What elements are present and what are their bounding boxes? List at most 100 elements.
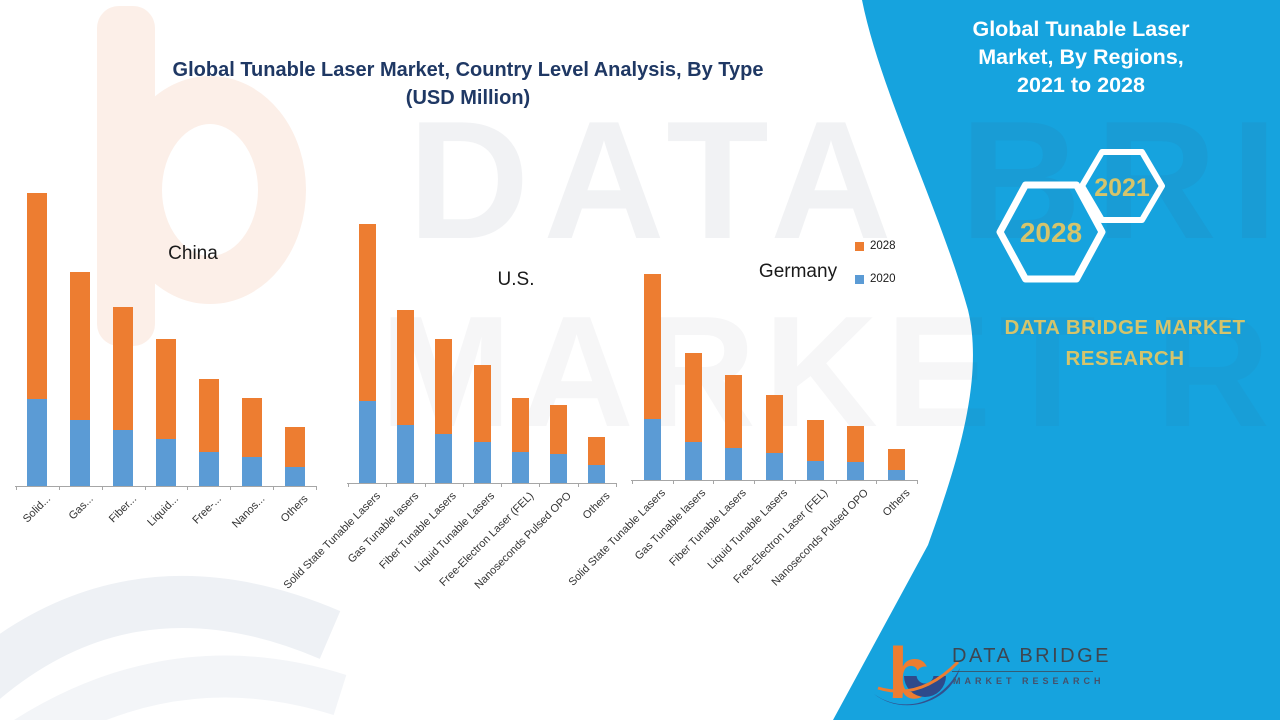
x-axis	[631, 480, 918, 481]
panel-title-line3: 2021 to 2028	[1017, 73, 1145, 97]
bar-2020-segment	[156, 439, 176, 486]
bar-2028-segment	[511, 398, 529, 452]
axis-tick	[144, 486, 146, 490]
x-axis-label: Liquid Tunable Lasers	[705, 487, 790, 572]
x-axis	[347, 483, 617, 484]
x-axis-label: Free-...	[190, 493, 225, 527]
axis-tick	[539, 483, 541, 487]
legend-label: 2020	[870, 273, 896, 285]
bar-2028-segment	[198, 379, 219, 452]
bar-2020-segment	[70, 420, 91, 486]
country-label-china: China	[168, 243, 218, 264]
x-axis-label: Gas Tunable lasers	[345, 490, 421, 566]
axis-tick	[230, 486, 232, 490]
country-label-germany: Germany	[758, 261, 838, 282]
bar-2020-segment	[766, 453, 783, 480]
bar-2028-segment	[156, 339, 176, 439]
bar-2028-segment	[396, 310, 414, 425]
bar-2028-segment	[725, 375, 743, 448]
bar-2028-segment	[241, 398, 262, 457]
bar-2020-segment	[284, 467, 305, 486]
axis-tick	[835, 480, 837, 484]
legend-swatch	[855, 275, 864, 284]
bar-2020-segment	[473, 442, 491, 483]
axis-tick	[917, 480, 918, 484]
x-axis-label: Others	[278, 493, 311, 525]
axis-tick	[58, 486, 60, 490]
axis-tick	[316, 486, 317, 490]
bar-2028-segment	[435, 339, 453, 434]
bar-2028-segment	[847, 426, 865, 462]
axis-tick	[16, 486, 17, 490]
axis-tick	[101, 486, 103, 490]
hexagon-2028-label: 2028	[1020, 217, 1082, 248]
bar-2020-segment	[847, 462, 865, 480]
chart-title-line2: (USD Million)	[405, 87, 531, 109]
legend-label: 2028	[870, 240, 896, 252]
legend-swatch	[855, 242, 864, 251]
panel-title: Global Tunable Laser Market, By Regions,…	[950, 15, 1212, 99]
bar-2020-segment	[643, 419, 661, 480]
bar-2028-segment	[588, 437, 606, 465]
axis-tick	[386, 483, 388, 487]
x-axis-label: Others	[880, 487, 913, 519]
bar-2020-segment	[241, 457, 262, 486]
bar-2020-segment	[358, 401, 376, 483]
bar-2028-segment	[113, 307, 134, 430]
axis-tick	[754, 480, 756, 484]
footer-brand-name: DATA BRIDGE	[952, 645, 1112, 667]
year-hexagons: 2028 2021	[996, 149, 1165, 283]
bar-2028-segment	[358, 224, 376, 401]
bar-2028-segment	[684, 353, 702, 442]
bar-2028-segment	[70, 272, 91, 420]
panel-title-line2: Market, By Regions,	[978, 45, 1184, 69]
bar-2028-segment	[473, 365, 491, 442]
footer-logo-b-icon: b	[874, 634, 960, 714]
bar-2028-segment	[766, 395, 783, 453]
bar-2020-segment	[113, 430, 134, 486]
bar-2020-segment	[435, 434, 453, 483]
axis-tick	[187, 486, 189, 490]
footer-brand-rule	[952, 671, 1093, 672]
axis-tick	[632, 480, 633, 484]
bar-2028-segment	[806, 420, 824, 461]
axis-tick	[424, 483, 426, 487]
bar-2020-segment	[888, 470, 906, 480]
axis-tick	[876, 480, 878, 484]
bar-2028-segment	[284, 427, 305, 467]
bar-2020-segment	[588, 465, 606, 483]
bar-2020-segment	[27, 399, 48, 486]
x-axis-label: Nanos...	[229, 493, 268, 531]
axis-tick	[273, 486, 275, 490]
legend-item-2020: 2020	[855, 273, 896, 285]
bar-2020-segment	[511, 452, 529, 483]
bar-2020-segment	[550, 454, 568, 483]
chart-title-line1: Global Tunable Laser Market, Country Lev…	[172, 59, 764, 81]
panel-brand-line2: RESEARCH	[1065, 347, 1185, 370]
axis-tick	[462, 483, 464, 487]
panel-brand-line1: DATA BRIDGE MARKET	[1004, 316, 1246, 339]
legend-item-2028: 2028	[855, 240, 896, 252]
axis-tick	[672, 480, 674, 484]
chart-legend: 2028 2020	[855, 240, 896, 307]
chart-title: Global Tunable Laser Market, Country Lev…	[0, 56, 936, 112]
x-axis-label: Gas...	[66, 493, 96, 523]
hexagon-2028	[996, 181, 1106, 283]
x-axis-label: Fiber...	[106, 493, 139, 526]
bar-2020-segment	[725, 448, 743, 480]
axis-tick	[501, 483, 503, 487]
panel-brand-name: DATA BRIDGE MARKET RESEARCH	[1000, 312, 1250, 374]
axis-tick	[713, 480, 715, 484]
x-axis-label: Others	[580, 490, 613, 522]
bar-2028-segment	[27, 193, 48, 399]
footer-brand-tagline: MARKET RESEARCH	[953, 676, 1105, 686]
bar-2028-segment	[888, 449, 906, 470]
bar-2028-segment	[550, 405, 568, 454]
bar-2028-segment	[643, 274, 661, 419]
bar-2020-segment	[806, 461, 824, 480]
axis-tick	[616, 483, 617, 487]
axis-tick	[577, 483, 579, 487]
bar-2020-segment	[396, 425, 414, 483]
bar-2020-segment	[198, 452, 219, 486]
x-axis-label: Gas Tunable lasers	[633, 487, 709, 563]
